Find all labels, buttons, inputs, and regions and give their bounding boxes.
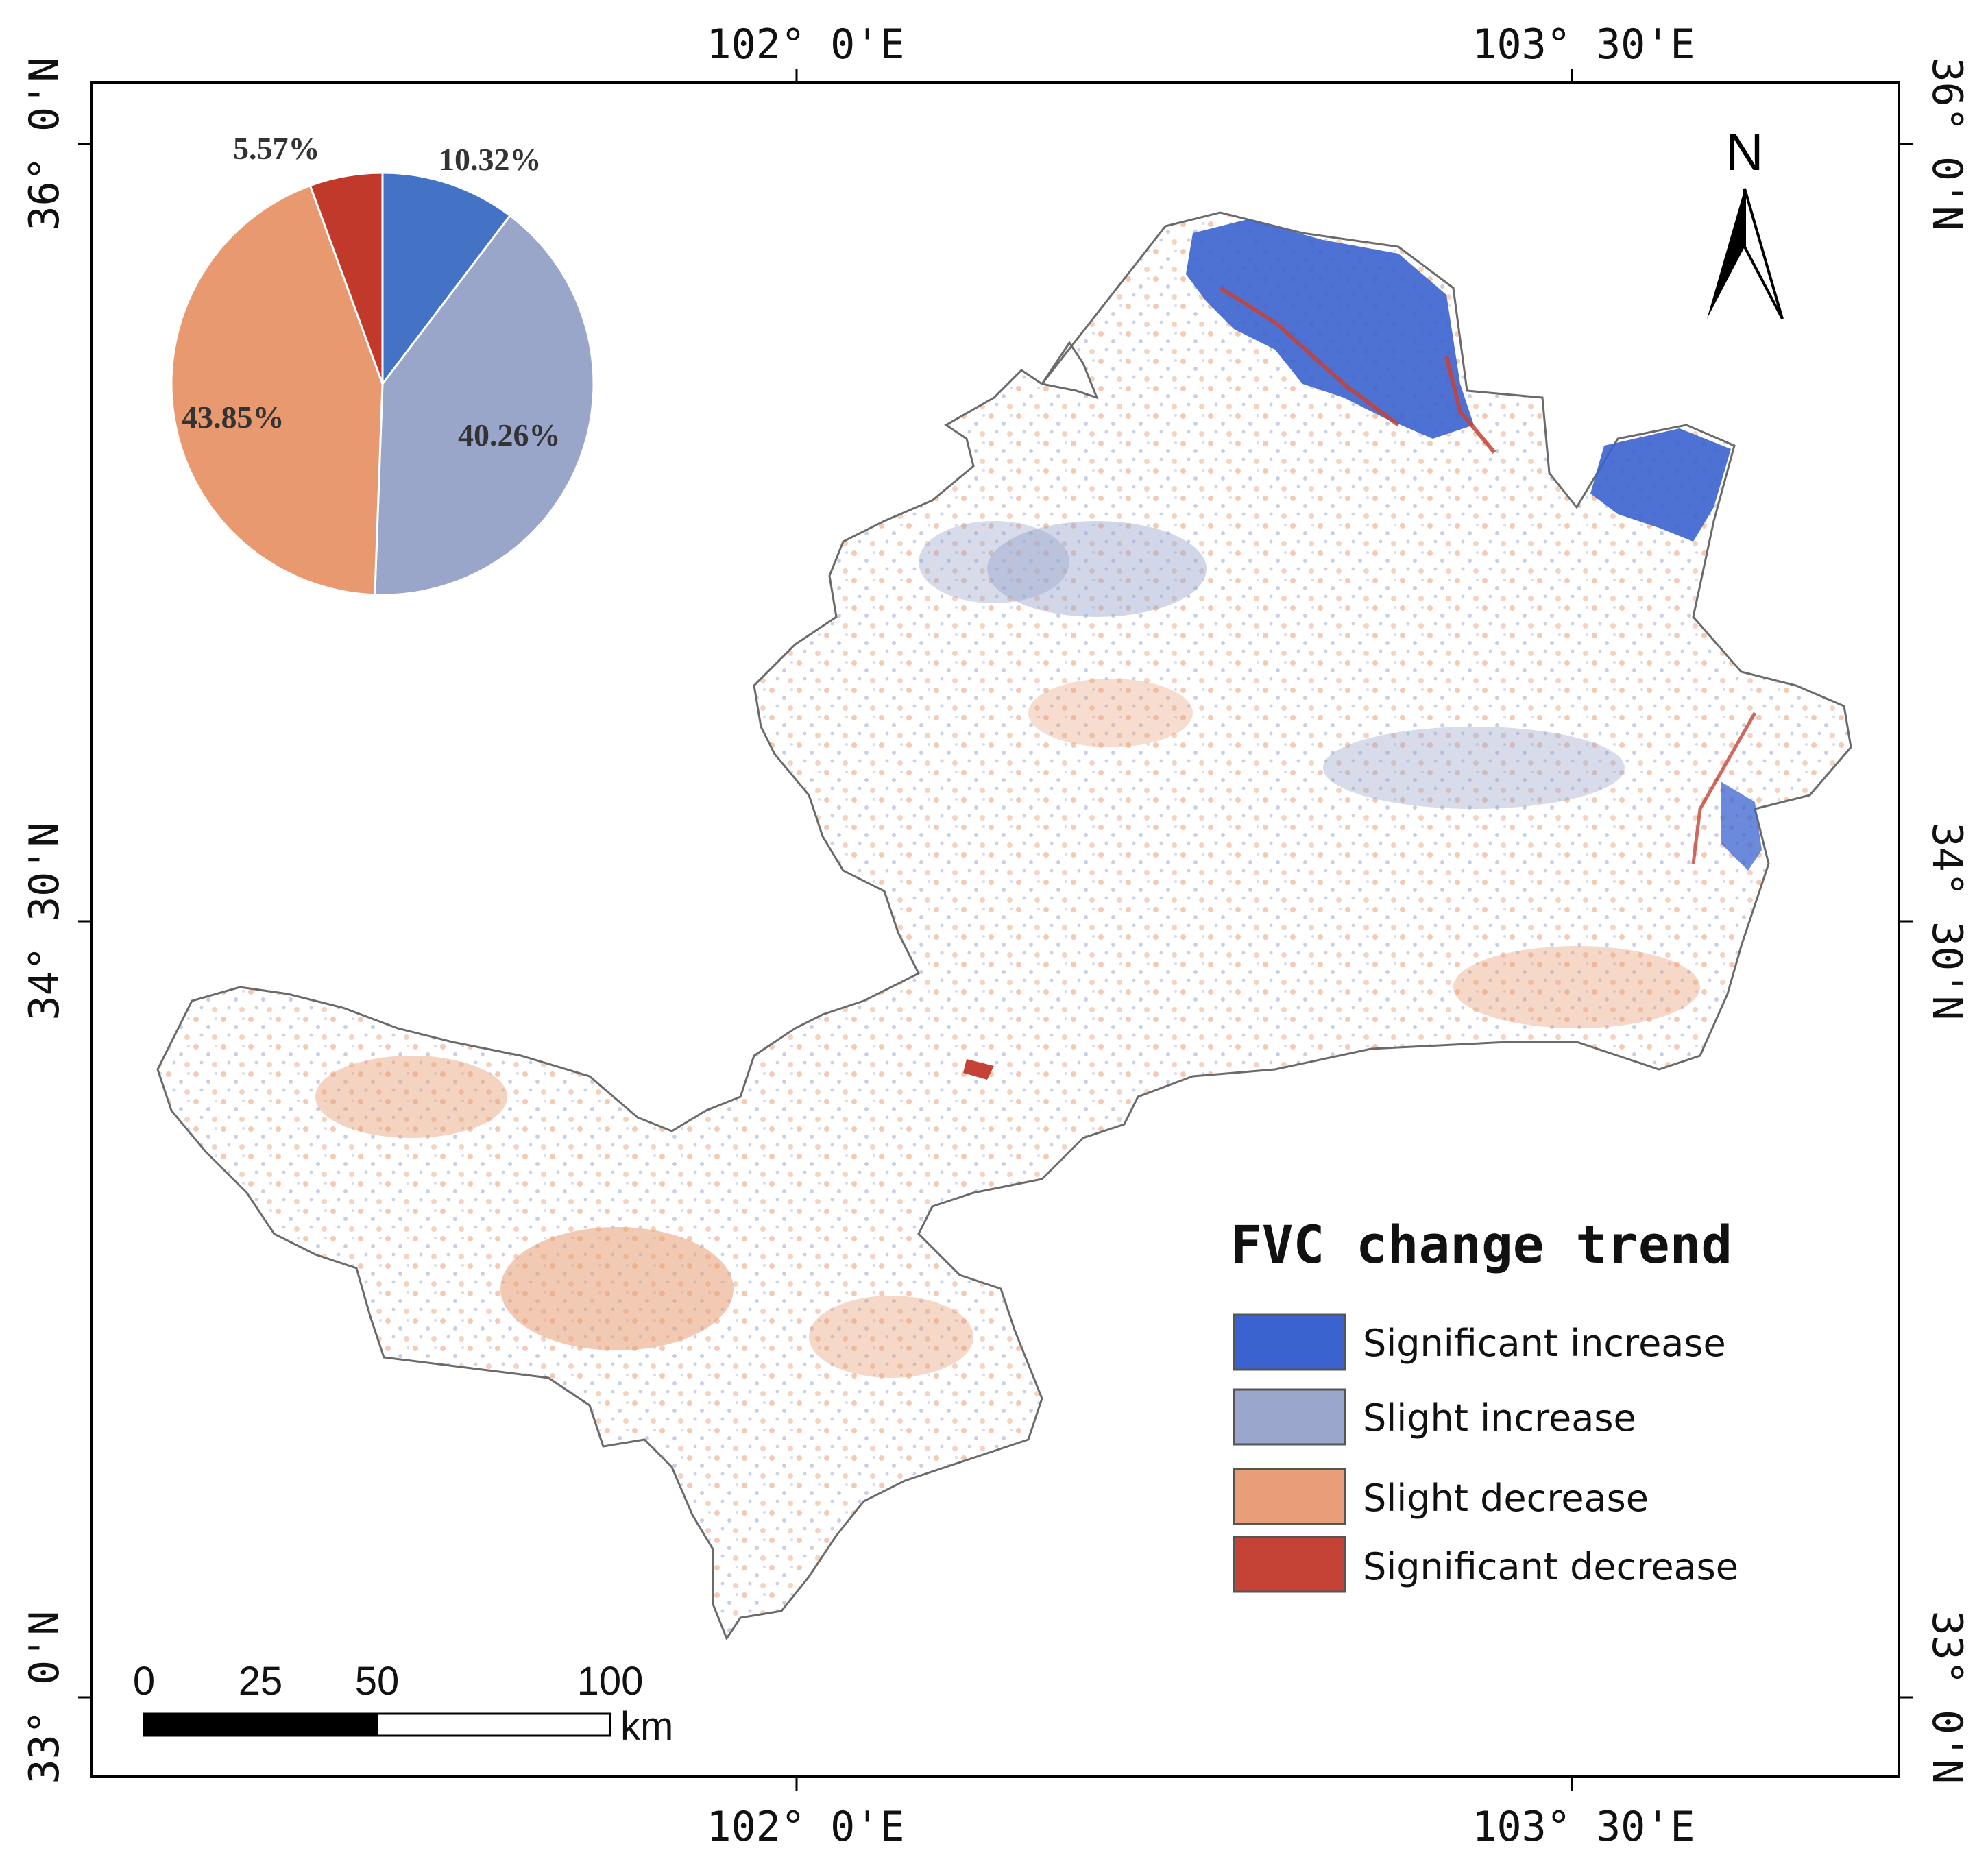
- scale-label: 25: [239, 1659, 283, 1703]
- slight-increase-area: [1323, 727, 1625, 809]
- pie-slice-slight-increase: [374, 214, 595, 596]
- legend: FVC change trend Significant increase Sl…: [1231, 1214, 1738, 1593]
- north-label: N: [1726, 123, 1764, 182]
- slight-decrease-area: [809, 1296, 973, 1378]
- pie-slice-slight-decrease: [170, 184, 384, 596]
- pie-label-significant-increase: 10.32%: [439, 142, 542, 177]
- top-lon-label: 102° 0'E: [707, 21, 905, 69]
- legend-label-slight-increase: Slight increase: [1363, 1396, 1636, 1440]
- slight-decrease-area: [1453, 946, 1700, 1028]
- slight-decrease-area: [315, 1056, 507, 1138]
- legend-title: FVC change trend: [1231, 1214, 1732, 1275]
- left-lat-label: 36° 0'N: [21, 58, 69, 231]
- bottom-lon-label: 103° 30'E: [1472, 1803, 1695, 1851]
- significant-decrease-river: [1444, 356, 1496, 454]
- scale-label: 0: [133, 1659, 155, 1703]
- legend-label-significant-decrease: Significant decrease: [1363, 1545, 1738, 1588]
- significant-increase-northeast: [1590, 428, 1731, 542]
- scale-label: 50: [355, 1659, 400, 1703]
- scale-bar-filled: [143, 1712, 378, 1737]
- scale-bar-open: [376, 1712, 611, 1737]
- slight-increase-area: [987, 521, 1207, 617]
- coordinate-labels: 102° 0'E 103° 30'E 102° 0'E 103° 30'E 36…: [21, 21, 1971, 1851]
- slight-decrease-area: [500, 1227, 734, 1350]
- pie-label-slight-increase: 40.26%: [458, 417, 561, 452]
- slight-increase-area: [919, 521, 1069, 603]
- slight-decrease-area: [1028, 679, 1193, 747]
- significant-decrease-river: [1691, 712, 1757, 864]
- pie-slice-significant-decrease: [308, 171, 384, 385]
- scale-label: 100: [577, 1659, 644, 1703]
- legend-swatch-slight-increase: [1233, 1388, 1346, 1446]
- left-lat-label: 33° 0'N: [21, 1611, 69, 1784]
- pie-label-slight-decrease: 43.85%: [182, 400, 284, 435]
- bottom-lon-label: 102° 0'E: [707, 1803, 905, 1851]
- north-arrow-icon: N: [1707, 123, 1784, 319]
- legend-label-slight-decrease: Slight decrease: [1363, 1477, 1649, 1520]
- scale-bar: 0 25 50 100 km: [133, 1659, 673, 1749]
- significant-increase-east: [1721, 781, 1762, 871]
- pie-slice-significant-increase: [381, 171, 512, 387]
- pie-labels: 10.32% 40.26% 43.85% 5.57%: [182, 131, 561, 452]
- top-lon-label: 103° 30'E: [1472, 21, 1695, 69]
- legend-swatch-significant-increase: [1233, 1313, 1346, 1371]
- study-region: [156, 211, 1852, 1641]
- right-lat-label: 33° 0'N: [1923, 1611, 1971, 1784]
- pie-label-significant-decrease: 5.57%: [233, 131, 320, 166]
- significant-increase-north: [1186, 219, 1474, 439]
- scale-unit: km: [620, 1704, 673, 1749]
- legend-swatch-significant-decrease: [1233, 1536, 1346, 1593]
- legend-swatch-slight-decrease: [1233, 1468, 1346, 1525]
- significant-decrease-spot: [963, 1059, 994, 1080]
- graticule-ticks: [78, 69, 1913, 1791]
- significant-decrease-river: [1219, 286, 1400, 427]
- left-lat-label: 34° 30'N: [21, 823, 69, 1021]
- pie-chart: [170, 171, 595, 596]
- legend-label-significant-increase: Significant increase: [1363, 1322, 1726, 1365]
- right-lat-label: 34° 30'N: [1923, 823, 1971, 1021]
- right-lat-label: 36° 0'N: [1923, 58, 1971, 231]
